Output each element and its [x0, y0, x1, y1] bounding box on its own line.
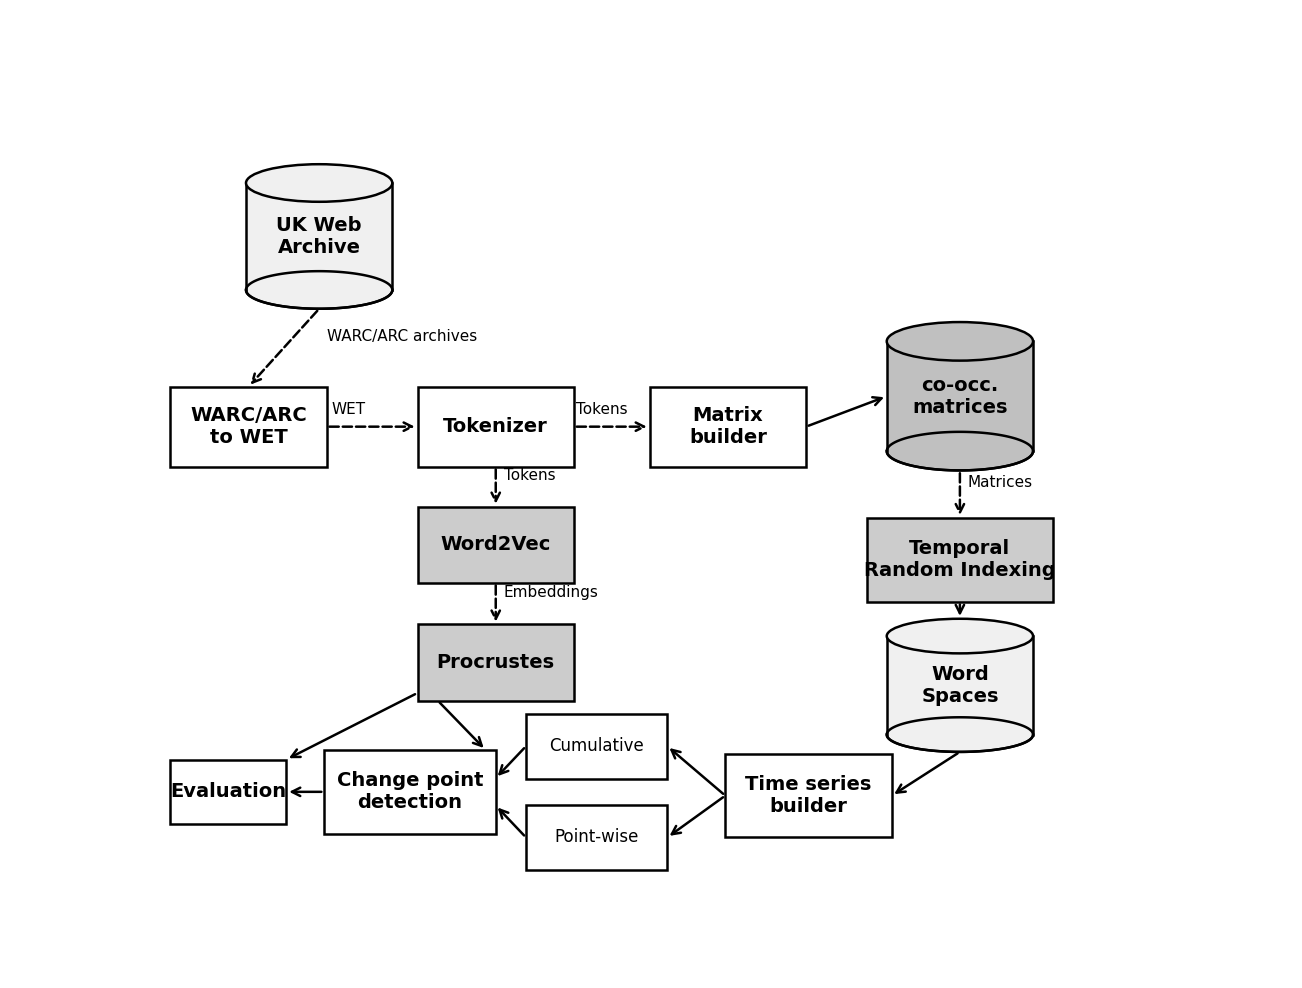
Polygon shape [887, 636, 1032, 735]
Polygon shape [887, 717, 1032, 752]
FancyBboxPatch shape [418, 386, 574, 466]
FancyBboxPatch shape [725, 754, 892, 838]
Text: WARC/ARC
to WET: WARC/ARC to WET [190, 406, 307, 448]
Text: Word
Spaces: Word Spaces [921, 665, 999, 705]
Polygon shape [887, 432, 1032, 470]
FancyBboxPatch shape [418, 507, 574, 583]
Polygon shape [246, 271, 392, 308]
Text: Matrices: Matrices [967, 475, 1032, 490]
Ellipse shape [887, 618, 1032, 653]
Text: Change point
detection: Change point detection [337, 772, 483, 812]
Ellipse shape [887, 322, 1032, 361]
Text: WARC/ARC archives: WARC/ARC archives [327, 329, 478, 344]
Text: Embeddings: Embeddings [504, 585, 599, 600]
Ellipse shape [246, 164, 392, 202]
Text: Word2Vec: Word2Vec [440, 535, 551, 554]
Text: Time series
builder: Time series builder [745, 776, 872, 816]
Text: Point-wise: Point-wise [555, 829, 639, 847]
FancyBboxPatch shape [526, 805, 667, 869]
Text: Tokenizer: Tokenizer [444, 417, 548, 436]
FancyBboxPatch shape [526, 714, 667, 779]
FancyBboxPatch shape [171, 386, 327, 466]
Text: Matrix
builder: Matrix builder [689, 406, 767, 448]
Text: Tokens: Tokens [577, 402, 628, 417]
FancyBboxPatch shape [867, 518, 1053, 602]
FancyBboxPatch shape [324, 750, 496, 834]
Text: Temporal
Random Indexing: Temporal Random Indexing [865, 539, 1056, 580]
Text: Evaluation: Evaluation [171, 782, 286, 801]
Text: UK Web
Archive: UK Web Archive [276, 216, 362, 257]
Polygon shape [246, 183, 392, 289]
Text: Procrustes: Procrustes [436, 653, 555, 672]
Text: WET: WET [332, 402, 366, 417]
Text: co-occ.
matrices: co-occ. matrices [913, 375, 1008, 417]
FancyBboxPatch shape [650, 386, 806, 466]
Polygon shape [887, 341, 1032, 452]
Text: Tokens: Tokens [504, 467, 556, 483]
FancyBboxPatch shape [418, 624, 574, 700]
FancyBboxPatch shape [171, 760, 286, 824]
Text: Cumulative: Cumulative [549, 737, 644, 755]
